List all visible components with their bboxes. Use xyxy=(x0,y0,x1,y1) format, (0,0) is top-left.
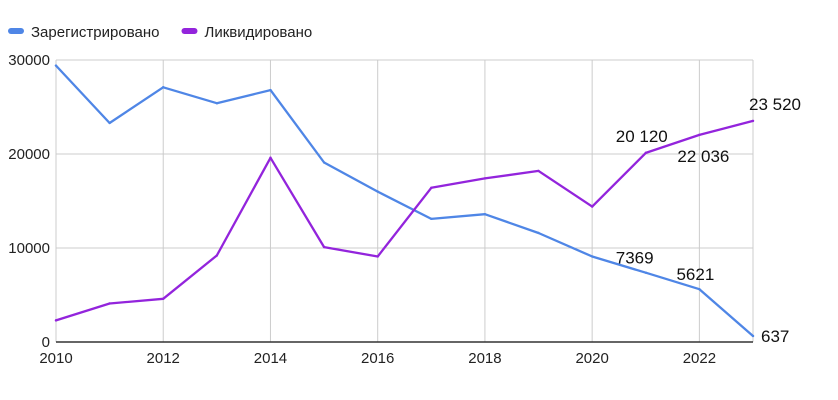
x-tick-label: 2010 xyxy=(39,350,72,367)
x-tick-label: 2016 xyxy=(361,350,394,367)
data-point xyxy=(162,297,165,300)
y-tick-label: 30000 xyxy=(8,52,50,69)
data-point xyxy=(322,245,326,249)
data-point xyxy=(644,271,647,274)
data-point xyxy=(537,231,540,235)
x-tick-label: 2022 xyxy=(683,350,716,367)
data-label: 637 xyxy=(761,327,789,346)
data-point xyxy=(376,190,379,193)
y-tick-label: 0 xyxy=(42,334,50,351)
legend-label-1: Зарегистрировано xyxy=(31,24,159,41)
data-point xyxy=(269,156,272,159)
data-point xyxy=(698,287,701,291)
data-point xyxy=(108,121,111,125)
data-point xyxy=(537,169,540,173)
data-point xyxy=(376,255,379,258)
data-label: 5621 xyxy=(676,265,714,284)
data-point xyxy=(430,186,433,190)
data-point xyxy=(54,64,58,67)
data-point xyxy=(430,217,433,221)
legend-label-2: Ликвидировано xyxy=(204,24,312,41)
x-tick-label: 2018 xyxy=(468,350,501,367)
data-point xyxy=(162,86,165,89)
data-label: 20 120 xyxy=(616,127,668,146)
data-point xyxy=(698,133,701,137)
data-point xyxy=(644,151,647,155)
series-lines xyxy=(54,64,755,338)
data-label: 23 520 xyxy=(749,95,801,114)
x-tick-label: 2012 xyxy=(147,350,180,367)
data-point xyxy=(483,212,487,216)
legend-swatch-2 xyxy=(181,28,198,34)
data-point xyxy=(215,254,219,257)
x-tick-label: 2014 xyxy=(254,350,287,367)
data-point xyxy=(108,302,111,305)
data-point xyxy=(322,161,326,164)
data-point xyxy=(751,334,755,338)
data-point xyxy=(590,205,594,208)
legend-swatch-1 xyxy=(8,28,24,34)
y-tick-label: 10000 xyxy=(8,240,50,257)
legend: Зарегистрировано Ликвидировано xyxy=(8,24,312,41)
x-tick-label: 2020 xyxy=(575,350,608,367)
data-labels: 7369 5621 637 20 120 22 036 23 520 xyxy=(616,95,801,346)
data-point xyxy=(751,119,755,123)
data-point xyxy=(54,319,58,322)
series-line-1 xyxy=(54,64,755,338)
y-tick-label: 20000 xyxy=(8,146,50,163)
data-point xyxy=(590,255,594,258)
data-label: 7369 xyxy=(616,249,654,268)
series-line-2 xyxy=(54,119,755,322)
data-label: 22 036 xyxy=(677,147,729,166)
axes: 0 10000 20000 30000 2010 2012 2014 2016 2018 2020… xyxy=(8,52,753,367)
data-point xyxy=(269,88,272,92)
gridlines xyxy=(55,59,754,342)
data-point xyxy=(483,177,487,180)
data-point xyxy=(215,102,219,105)
